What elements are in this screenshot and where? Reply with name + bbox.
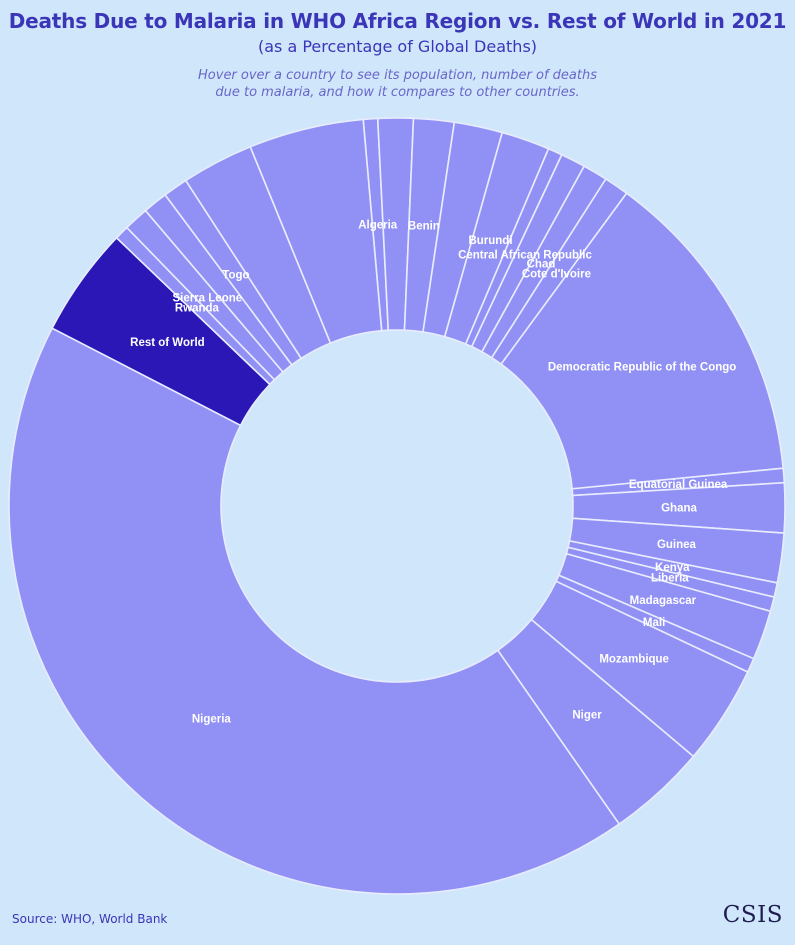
slice-label-central-african-republic: Central African Republic <box>458 250 592 262</box>
slice-label-mali: Mali <box>643 617 665 629</box>
csis-logo: CSIS <box>722 902 783 928</box>
slice-democratic-republic-of-the-congo[interactable] <box>500 192 785 490</box>
slice-nigeria[interactable] <box>8 327 621 895</box>
slice-label-liberia: Liberia <box>651 572 689 584</box>
source-note: Source: WHO, World Bank <box>12 912 168 926</box>
slice-label-nigeria: Nigeria <box>192 713 232 725</box>
slice-label-guinea: Guinea <box>657 539 697 551</box>
slice-label-ghana: Ghana <box>661 502 697 514</box>
slice-unlabeled-26[interactable] <box>249 118 383 345</box>
slice-label-rwanda: Rwanda <box>175 302 220 314</box>
slice-label-algeria: Algeria <box>358 220 398 232</box>
slice-label-sierra-leone: Sierra Leone <box>172 292 242 304</box>
slice-label-cote-d-ivoire: Cote d'Ivoire <box>522 268 591 280</box>
hover-hint-line-1: Hover over a country to see its populati… <box>198 68 597 83</box>
slice-label-chad: Chad <box>527 259 556 271</box>
slice-label-democratic-republic-of-the-congo: Democratic Republic of the Congo <box>548 361 737 373</box>
hover-hint: Hover over a country to see its populati… <box>0 67 795 101</box>
slice-label-mozambique: Mozambique <box>599 654 669 666</box>
slice-label-benin: Benin <box>408 220 440 232</box>
slice-label-kenya: Kenya <box>655 562 690 574</box>
slice-label-togo: Togo <box>222 270 249 282</box>
hover-hint-line-2: due to malaria, and how it compares to o… <box>215 85 580 100</box>
slice-label-equatorial-guinea: Equatorial Guinea <box>629 479 728 491</box>
chart-subtitle: (as a Percentage of Global Deaths) <box>257 37 538 56</box>
slice-label-madagascar: Madagascar <box>630 595 697 607</box>
chart-title: Deaths Due to Malaria in WHO Africa Regi… <box>8 9 787 33</box>
slice-label-niger: Niger <box>572 709 602 721</box>
slice-label-burundi: Burundi <box>468 235 512 247</box>
slice-label-rest-of-world: Rest of World <box>130 337 205 349</box>
